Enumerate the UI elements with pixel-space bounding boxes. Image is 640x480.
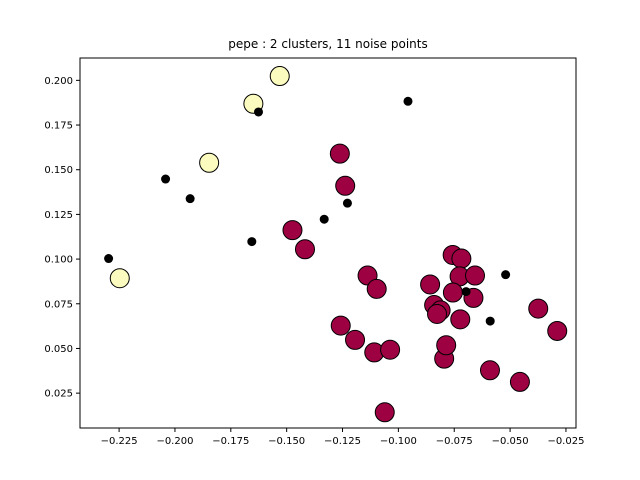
cluster-point — [330, 315, 351, 336]
noise-point — [185, 194, 195, 204]
cluster-point — [366, 278, 387, 299]
chart-title: pepe : 2 clusters, 11 noise points — [228, 37, 427, 51]
x-tick-label: −0.075 — [436, 436, 473, 447]
noise-point — [342, 198, 352, 208]
cluster-point — [547, 320, 568, 341]
axes-frame — [79, 57, 577, 429]
noise-point — [485, 316, 495, 326]
cluster-point — [199, 152, 220, 173]
x-axis: −0.225 −0.200 −0.175 −0.150 −0.125 −0.100 −0.0… — [101, 428, 584, 447]
noise-point — [461, 287, 471, 297]
cluster-point — [269, 66, 290, 87]
y-tick-label: 0.025 — [44, 389, 73, 400]
x-tick-label: −0.125 — [324, 436, 361, 447]
y-tick-label: 0.075 — [44, 299, 73, 310]
x-tick-label: −0.100 — [380, 436, 417, 447]
cluster-point — [528, 298, 549, 319]
y-tick-label: 0.100 — [44, 255, 73, 266]
noise-point — [319, 214, 329, 224]
cluster-point — [509, 371, 530, 392]
noise-point — [254, 107, 264, 117]
cluster-point — [335, 175, 356, 196]
x-tick-label: −0.225 — [101, 436, 138, 447]
x-tick-label: −0.050 — [492, 436, 529, 447]
cluster-point — [451, 248, 472, 269]
cluster-point — [479, 360, 500, 381]
cluster-point — [282, 220, 303, 241]
noise-point — [247, 237, 257, 247]
noise-point — [104, 254, 114, 264]
x-tick-label: −0.025 — [547, 436, 584, 447]
cluster-point — [109, 268, 130, 289]
y-tick-label: 0.050 — [44, 344, 73, 355]
cluster-point — [420, 274, 441, 295]
cluster-point — [374, 402, 395, 423]
x-tick-label: −0.175 — [212, 436, 249, 447]
x-tick-label: −0.200 — [156, 436, 193, 447]
cluster-point — [294, 239, 315, 260]
y-tick-label: 0.175 — [44, 121, 73, 132]
noise-point — [403, 96, 413, 106]
y-axis: 0.025 0.050 0.075 0.100 0.125 0.150 0.175 0.200 — [44, 76, 80, 400]
y-tick-label: 0.125 — [44, 210, 73, 221]
cluster-point — [436, 335, 457, 356]
y-tick-label: 0.150 — [44, 165, 73, 176]
plot-markers — [104, 66, 568, 423]
cluster-point — [329, 143, 350, 164]
cluster-point — [345, 329, 366, 350]
cluster-point — [465, 265, 486, 286]
noise-point — [501, 270, 511, 280]
cluster-point — [450, 309, 471, 330]
y-tick-label: 0.200 — [44, 76, 73, 87]
cluster-point — [427, 303, 448, 324]
cluster-point — [442, 282, 463, 303]
cluster-point — [380, 339, 401, 360]
x-tick-label: −0.150 — [268, 436, 305, 447]
noise-point — [161, 174, 171, 184]
